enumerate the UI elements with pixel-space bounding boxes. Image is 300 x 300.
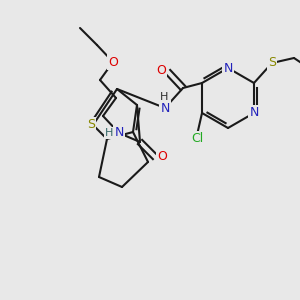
Text: H: H xyxy=(160,92,168,102)
Text: N: N xyxy=(114,127,124,140)
Text: H: H xyxy=(105,128,113,138)
Text: Cl: Cl xyxy=(191,133,203,146)
Text: N: N xyxy=(223,61,233,74)
Text: O: O xyxy=(157,151,167,164)
Text: N: N xyxy=(249,106,259,119)
Text: O: O xyxy=(156,64,166,76)
Text: O: O xyxy=(108,56,118,68)
Text: N: N xyxy=(160,101,170,115)
Text: S: S xyxy=(87,118,95,131)
Text: S: S xyxy=(268,56,276,70)
